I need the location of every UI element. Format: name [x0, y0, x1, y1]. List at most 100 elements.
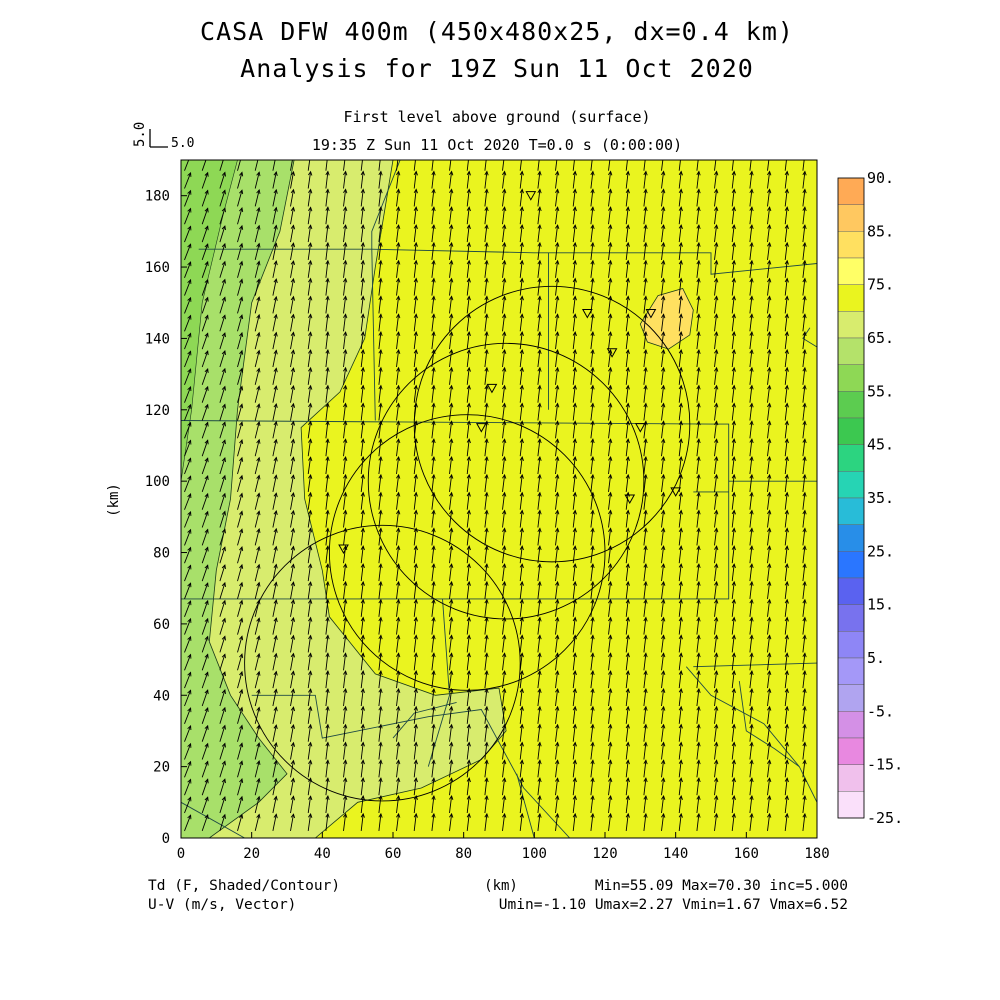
wind-vector-head — [502, 563, 507, 569]
wind-vector — [590, 367, 594, 385]
wind-vector — [661, 760, 665, 778]
wind-vector-head — [572, 598, 577, 604]
wind-vector — [767, 314, 771, 332]
wind-vector — [413, 242, 417, 260]
wind-vector — [378, 474, 382, 492]
wind-vector — [396, 546, 400, 564]
wind-vector-head — [661, 154, 665, 158]
wind-vector — [572, 314, 576, 332]
wind-vector-head — [204, 724, 209, 730]
wind-vector — [254, 653, 260, 671]
wind-vector — [608, 332, 612, 350]
wind-vector — [201, 208, 209, 225]
wind-vector — [219, 529, 226, 546]
wind-vector — [714, 742, 718, 760]
wind-vector — [378, 706, 382, 724]
wind-vector — [767, 528, 771, 546]
wind-vector — [290, 689, 294, 707]
wind-vector — [537, 242, 541, 260]
wind-vector-head — [678, 170, 683, 176]
wind-vector-head — [273, 367, 278, 373]
wind-vector — [254, 618, 260, 635]
wind-vector — [802, 742, 806, 760]
wind-vector-head — [767, 438, 772, 444]
wind-vector-head — [484, 295, 489, 301]
wind-vector-head — [221, 492, 226, 498]
wind-vector-head — [537, 259, 542, 265]
wind-vector — [608, 367, 612, 385]
wind-vector — [184, 583, 192, 600]
wind-vector-head — [449, 455, 454, 461]
wind-vector-head — [221, 385, 226, 391]
wind-vector-head — [555, 277, 560, 283]
wind-vector-head — [431, 188, 436, 194]
wind-vector-head — [572, 402, 577, 408]
colorbar-swatch — [837, 444, 865, 472]
wind-vector-head — [396, 331, 401, 337]
wind-vector — [396, 385, 400, 403]
wind-vector-head — [204, 207, 209, 213]
wind-vector — [431, 653, 435, 671]
wind-vector — [572, 456, 576, 475]
wind-vector — [360, 189, 364, 207]
wind-vector — [360, 207, 364, 225]
wind-vector — [378, 813, 382, 831]
wind-vector — [272, 564, 277, 582]
wind-vector-head — [608, 509, 613, 515]
wind-vector — [378, 278, 382, 296]
wind-vector — [254, 742, 260, 760]
wind-vector — [290, 207, 294, 225]
wind-vector — [343, 688, 347, 707]
wind-vector-head — [239, 421, 244, 427]
wind-vector-head — [767, 313, 772, 319]
wind-vector-head — [413, 170, 418, 176]
wind-vector — [219, 172, 226, 189]
wind-vector-head — [466, 616, 471, 622]
wind-vector — [254, 725, 260, 742]
colorbar-label: 15. — [867, 596, 894, 614]
wind-vector-head — [555, 473, 560, 479]
wind-vector — [608, 225, 612, 243]
wind-vector-head — [290, 706, 296, 712]
wind-vector-head — [360, 687, 365, 693]
wind-vector — [643, 207, 647, 225]
wind-vector — [714, 456, 718, 475]
wind-vector-head — [555, 634, 560, 640]
wind-vector — [643, 474, 647, 492]
wind-vector — [696, 314, 700, 332]
wind-vector — [254, 671, 260, 689]
wind-vector — [625, 385, 629, 403]
wind-vector — [696, 439, 700, 457]
wind-vector — [661, 742, 665, 760]
wind-vector — [731, 742, 735, 760]
wind-vector-head — [608, 794, 613, 800]
wind-vector-head — [343, 527, 348, 533]
wind-vector-head — [308, 723, 313, 729]
wind-vector-head — [325, 509, 330, 515]
wind-vector — [572, 439, 576, 457]
wind-vector — [767, 160, 770, 171]
wind-vector — [449, 367, 453, 385]
wind-vector-head — [625, 794, 630, 800]
wind-vector — [502, 617, 506, 635]
wind-vector-head — [256, 188, 261, 194]
wind-vector — [643, 367, 647, 385]
wind-vector — [184, 547, 192, 564]
wind-vector — [343, 225, 347, 243]
wind-vector — [466, 367, 470, 385]
wind-vector-head — [520, 154, 523, 158]
wind-vector — [184, 815, 192, 832]
wind-vector-head — [643, 188, 648, 194]
wind-vector-head — [731, 580, 736, 586]
wind-vector-head — [661, 313, 666, 319]
wind-vector — [731, 724, 735, 742]
wind-vector — [413, 278, 417, 296]
wind-vector-head — [221, 278, 226, 284]
wind-vector — [484, 778, 488, 796]
wind-vector-head — [608, 473, 613, 479]
wind-vector-head — [590, 545, 595, 551]
wind-vector — [608, 635, 612, 653]
wind-vector — [802, 314, 806, 332]
wind-vector-head — [290, 599, 296, 605]
wind-stats: Umin=-1.10 Umax=2.27 Vmin=1.67 Vmax=6.52 — [499, 897, 848, 913]
